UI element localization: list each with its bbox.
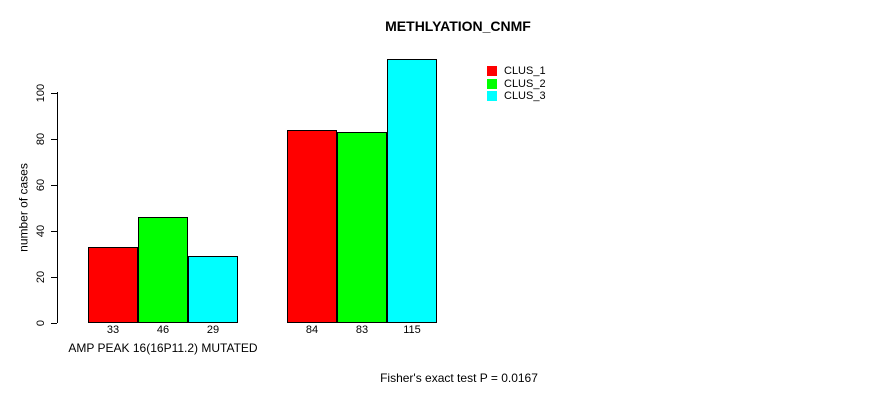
legend-swatch-clus_2 <box>487 78 497 89</box>
y-axis-line <box>57 92 58 323</box>
bar-value-label: 33 <box>106 324 120 336</box>
bar-value-label: 115 <box>403 324 421 336</box>
bar-clus_1-group1 <box>88 247 138 323</box>
legend-label: CLUS_3 <box>504 90 546 103</box>
bar-value-label: 29 <box>206 324 220 336</box>
legend-swatch-clus_1 <box>487 66 497 77</box>
y-tick-mark <box>51 230 57 232</box>
bar-clus_3-group2 <box>387 58 437 323</box>
fisher-test-annotation: Fisher's exact test P = 0.0167 <box>380 371 538 385</box>
bar-value-label: 83 <box>355 324 369 336</box>
y-tick-label: 80 <box>35 132 47 146</box>
y-tick-label: 0 <box>35 319 47 327</box>
legend-item-clus_3: CLUS_3 <box>487 90 546 103</box>
bar-clus_3-group1 <box>188 256 238 323</box>
y-tick-label: 60 <box>35 178 47 192</box>
y-tick-label: 20 <box>35 270 47 284</box>
legend-swatch-clus_3 <box>487 91 497 102</box>
legend-item-clus_2: CLUS_2 <box>487 78 546 91</box>
y-tick-mark <box>51 92 57 94</box>
y-tick-label: 100 <box>35 83 47 103</box>
bar-value-label: 46 <box>156 324 170 336</box>
y-tick-label: 40 <box>35 224 47 238</box>
legend-label: CLUS_2 <box>504 77 546 90</box>
y-tick-mark <box>51 276 57 278</box>
y-tick-mark <box>51 138 57 140</box>
legend-label: CLUS_1 <box>504 65 546 78</box>
chart-title: METHLYATION_CNMF <box>385 18 531 34</box>
y-axis-label: number of cases <box>16 163 31 252</box>
bar-clus_2-group2 <box>337 132 387 323</box>
y-tick-mark <box>51 184 57 186</box>
y-tick-mark <box>51 322 57 324</box>
legend: CLUS_1 CLUS_2 CLUS_3 <box>487 65 546 103</box>
x-axis-group-label: AMP PEAK 16(16P11.2) MUTATED <box>68 341 258 355</box>
bar-clus_2-group1 <box>138 217 188 323</box>
legend-item-clus_1: CLUS_1 <box>487 65 546 78</box>
bar-clus_1-group2 <box>287 129 337 323</box>
bar-value-label: 84 <box>305 324 319 336</box>
